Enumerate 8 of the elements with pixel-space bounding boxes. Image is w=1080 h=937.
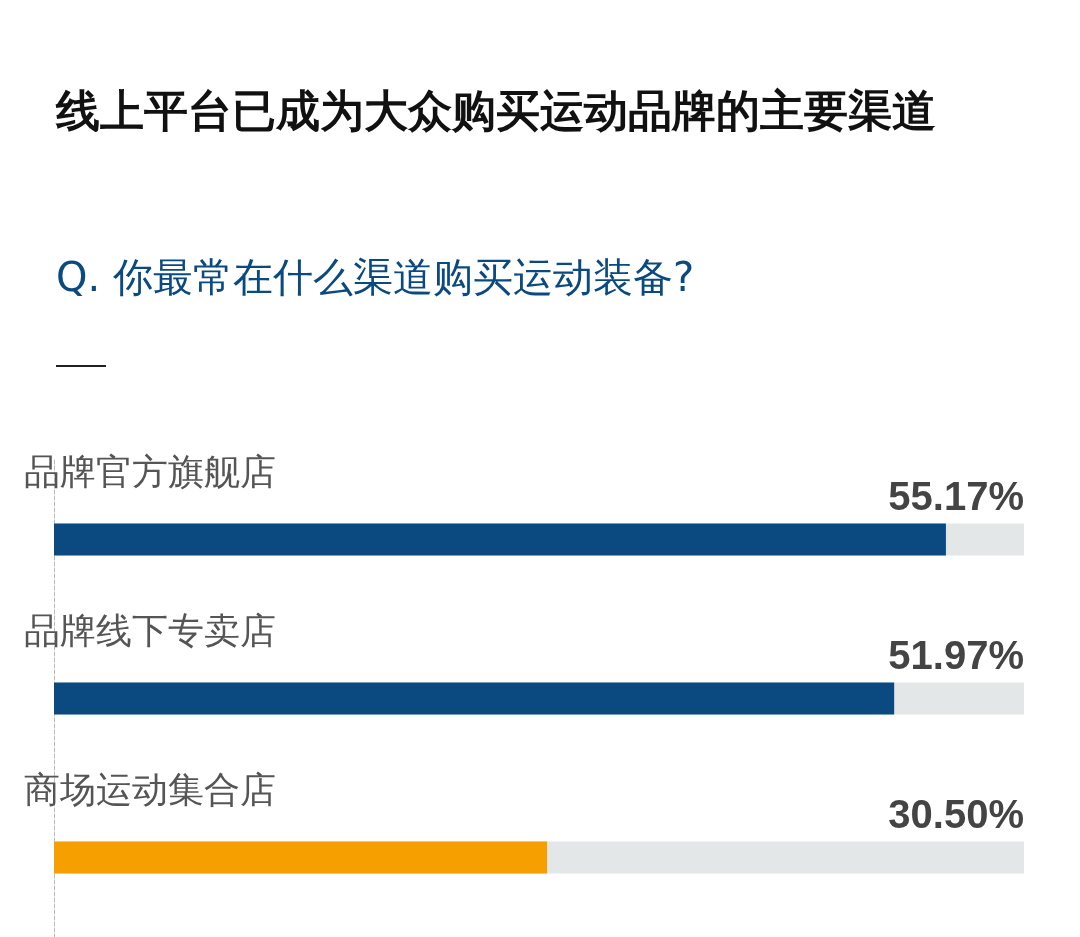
y-tick-label: 商场运动集合店 (24, 769, 276, 810)
y-tick-label: 品牌官方旗舰店 (24, 451, 276, 492)
data-label: 30.50% (888, 791, 1024, 836)
chart-title: 线上平台已成为大众购买运动品牌的主要渠道 (56, 84, 937, 138)
data-label: 51.97% (888, 632, 1024, 677)
y-tick-label: 品牌线下专卖店 (24, 610, 276, 651)
chart-subtitle: Q. 你最常在什么渠道购买运动装备? (56, 253, 695, 302)
data-label: 55.17% (888, 473, 1024, 518)
